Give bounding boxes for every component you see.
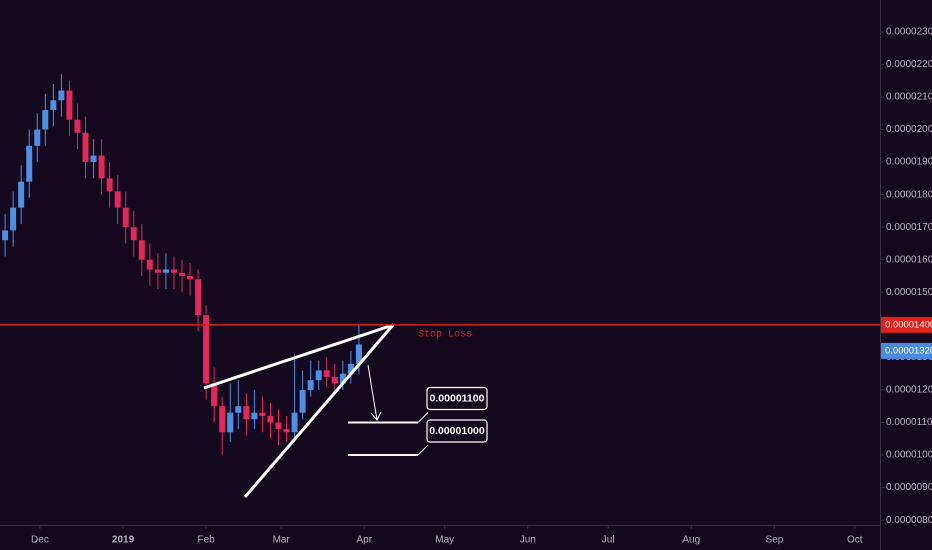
candle-body <box>26 145 33 182</box>
candle-body <box>283 428 290 433</box>
candle-body <box>331 376 338 384</box>
candle-body <box>10 207 17 231</box>
candle-body <box>138 240 145 260</box>
target-callout <box>417 412 429 423</box>
candle-body <box>267 415 274 423</box>
candle-body <box>307 380 314 390</box>
candle-body <box>339 373 346 384</box>
target-box <box>426 386 488 411</box>
candle-body <box>130 227 137 241</box>
candle-body <box>122 207 129 228</box>
price-tags: 0.00001400 0.00001320 <box>881 316 932 359</box>
y-tick-label: 0.00001000 <box>886 450 932 461</box>
candle-body <box>170 269 177 273</box>
target-callout <box>417 444 429 456</box>
candle-body <box>195 279 202 316</box>
candle-body <box>58 90 65 101</box>
last-price-tag <box>881 342 932 359</box>
candle-body <box>50 100 57 111</box>
candle-body <box>114 191 121 208</box>
candle-body <box>162 269 169 273</box>
trend-line-upper <box>203 323 394 390</box>
candle-body <box>203 315 210 384</box>
candle-body <box>146 259 153 270</box>
target-label: 0.00001100 <box>430 392 485 404</box>
candle-body <box>315 370 322 381</box>
stop-loss-text: Stop Loss <box>418 329 472 340</box>
x-tick-label: Aug <box>682 535 700 546</box>
candle-body <box>82 132 89 163</box>
x-tick-label: Sep <box>765 535 783 546</box>
x-tick-label: 2019 <box>112 535 135 546</box>
x-tick-label: Mar <box>273 535 291 546</box>
candle-body <box>106 178 113 192</box>
candle-body <box>179 272 186 277</box>
y-tick-label: 0.00002300 <box>886 27 932 38</box>
candle-body <box>347 363 354 374</box>
target-box <box>426 419 488 443</box>
y-tick-label: 0.00001100 <box>886 417 932 428</box>
last-price-tag-label: 0.00001320 <box>885 345 932 356</box>
candle-body <box>66 90 73 120</box>
candle-body <box>219 406 226 433</box>
candle-body <box>259 412 266 416</box>
candle-body <box>243 406 250 420</box>
candle-body <box>2 230 9 241</box>
candle-body <box>251 412 258 420</box>
candle-body <box>227 412 234 433</box>
stop-loss-tag <box>881 316 932 333</box>
candle-body <box>299 389 306 413</box>
candle-body <box>235 406 242 413</box>
candle-body <box>291 412 298 433</box>
candle-body <box>98 155 105 179</box>
trend-line-lower <box>243 324 395 498</box>
candle-body <box>355 344 362 364</box>
stop-loss-tag-label: 0.00001400 <box>885 319 932 330</box>
x-tick-label: Feb <box>198 535 216 546</box>
candle-body <box>275 422 282 429</box>
x-tick-label: Dec <box>31 535 49 546</box>
candle-body <box>34 129 41 146</box>
candle-body <box>211 383 218 407</box>
x-tick-label: Apr <box>356 535 372 546</box>
x-tick-label: Jun <box>520 535 536 546</box>
arrow <box>367 364 382 421</box>
target-label: 0.00001000 <box>429 425 485 437</box>
candle-body <box>90 155 97 163</box>
x-tick-label: May <box>435 535 454 546</box>
candle-body <box>187 276 194 280</box>
candle-body <box>154 269 161 273</box>
drawings: Stop Loss 0.00001100 0.00001000 <box>0 323 880 498</box>
candle-body <box>323 370 330 377</box>
candle-body <box>42 110 49 130</box>
x-tick-label: Oct <box>847 535 863 546</box>
candle-body <box>74 119 81 133</box>
candle-body <box>18 181 25 208</box>
x-tick-label: Jul <box>602 535 615 546</box>
